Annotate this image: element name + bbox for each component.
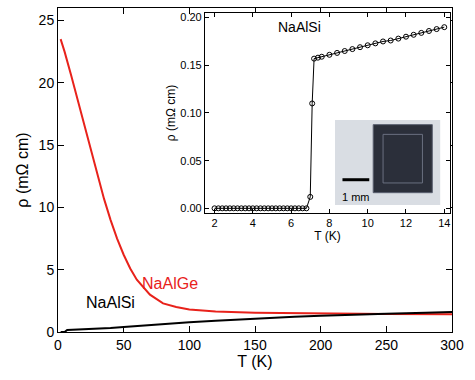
svg-text:0.10: 0.10 — [180, 107, 201, 119]
svg-text:14: 14 — [438, 217, 450, 229]
svg-text:15: 15 — [39, 137, 55, 153]
svg-text:12: 12 — [400, 217, 412, 229]
svg-text:T (K): T (K) — [314, 229, 340, 243]
svg-text:0.20: 0.20 — [180, 11, 201, 23]
svg-text:ρ (mΩ cm): ρ (mΩ cm) — [14, 132, 31, 207]
svg-text:20: 20 — [39, 75, 55, 91]
svg-text:10: 10 — [362, 217, 374, 229]
svg-text:NaAlSi: NaAlSi — [86, 294, 135, 311]
svg-text:0.05: 0.05 — [180, 155, 201, 167]
svg-text:T (K): T (K) — [237, 353, 272, 370]
svg-text:0: 0 — [54, 337, 62, 353]
svg-text:1 mm: 1 mm — [342, 191, 370, 203]
svg-text:0: 0 — [46, 324, 54, 340]
svg-text:8: 8 — [326, 217, 332, 229]
svg-text:100: 100 — [178, 337, 202, 353]
svg-text:50: 50 — [116, 337, 132, 353]
svg-text:250: 250 — [375, 337, 399, 353]
svg-text:ρ (mΩ cm): ρ (mΩ cm) — [164, 85, 178, 141]
svg-text:0.00: 0.00 — [180, 202, 201, 214]
svg-text:4: 4 — [250, 217, 256, 229]
svg-text:6: 6 — [288, 217, 294, 229]
svg-text:2: 2 — [211, 217, 217, 229]
svg-text:150: 150 — [243, 337, 267, 353]
svg-text:NaAlGe: NaAlGe — [142, 275, 198, 292]
svg-text:25: 25 — [39, 12, 55, 28]
svg-text:300: 300 — [440, 337, 464, 353]
svg-text:10: 10 — [39, 199, 55, 215]
svg-text:NaAlSi: NaAlSi — [278, 19, 321, 35]
svg-text:200: 200 — [309, 337, 333, 353]
svg-text:0.15: 0.15 — [180, 59, 201, 71]
svg-text:5: 5 — [46, 262, 54, 278]
